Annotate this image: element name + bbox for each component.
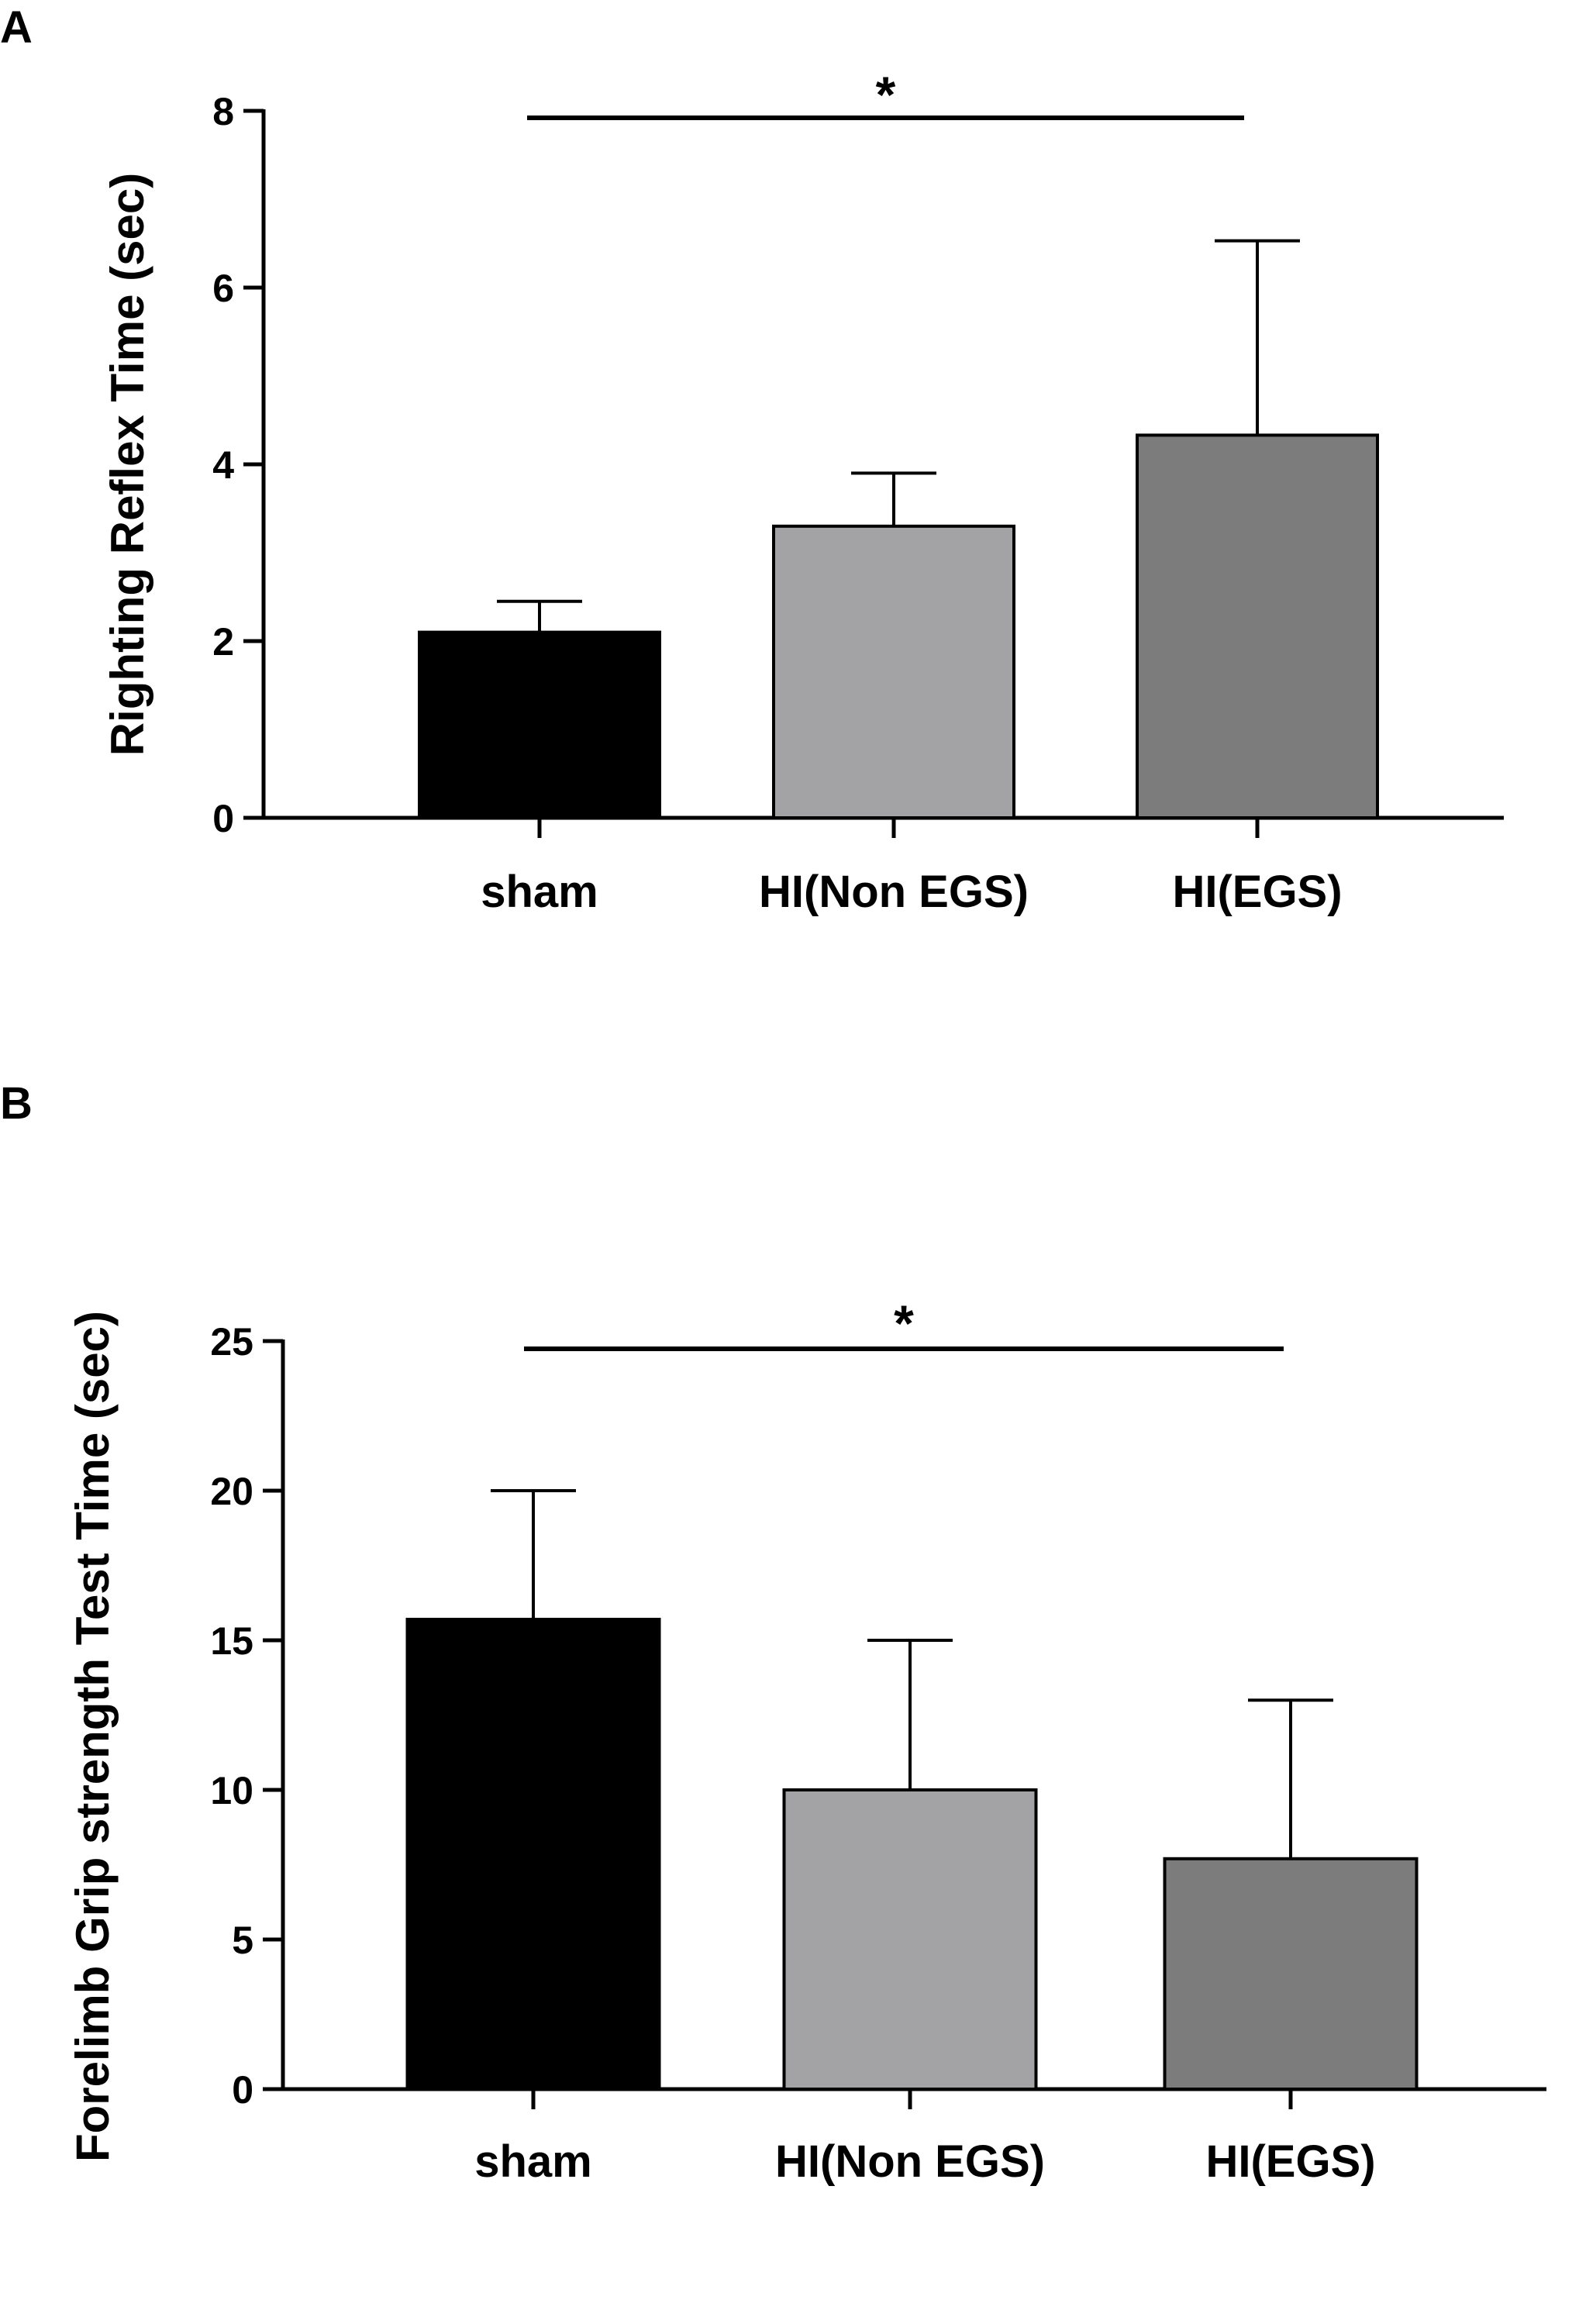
category-label-sham: sham [474, 2136, 592, 2187]
panel-b: B Forelimb Grip strength Test Time (sec) 0… [0, 1078, 1546, 2187]
panel-a: A Righting Reflex Time (sec) 0 2 4 6 8 sham HI(N… [0, 2, 1504, 917]
bar-hi-non-egs [772, 524, 1015, 819]
significance-star: * [876, 66, 896, 123]
y-tick-label: 25 [210, 1320, 253, 1364]
y-tick-label: 20 [210, 1470, 253, 1513]
y-tick-label: 8 [212, 90, 234, 133]
category-label-hi-non-egs: HI(Non EGS) [759, 867, 1029, 917]
y-tick-label: 0 [212, 797, 234, 840]
category-label-hi-egs: HI(EGS) [1205, 2136, 1375, 2187]
panel-label: B [0, 1078, 33, 1129]
y-axis-label: Forelimb Grip strength Test Time (sec) [67, 1311, 119, 2162]
bar-sham [418, 630, 661, 819]
y-tick-label: 5 [232, 1919, 253, 1962]
significance-star: * [894, 1295, 914, 1352]
category-label-hi-egs: HI(EGS) [1172, 867, 1342, 917]
bar-hi-egs [1136, 433, 1379, 819]
bar-sham [405, 1617, 661, 2091]
y-tick-label: 15 [210, 1619, 253, 1663]
y-tick-label: 2 [212, 620, 234, 664]
y-tick-label: 6 [212, 267, 234, 310]
y-tick-label: 0 [232, 2068, 253, 2112]
panel-label: A [0, 2, 33, 53]
bar-hi-egs [1163, 1857, 1419, 2091]
y-tick-label: 4 [212, 443, 234, 487]
category-label-hi-non-egs: HI(Non EGS) [775, 2136, 1045, 2187]
category-label-sham: sham [481, 867, 598, 917]
y-axis-label: Righting Reflex Time (sec) [102, 173, 153, 756]
y-tick-label: 10 [210, 1769, 253, 1812]
bar-hi-non-egs [782, 1788, 1038, 2091]
